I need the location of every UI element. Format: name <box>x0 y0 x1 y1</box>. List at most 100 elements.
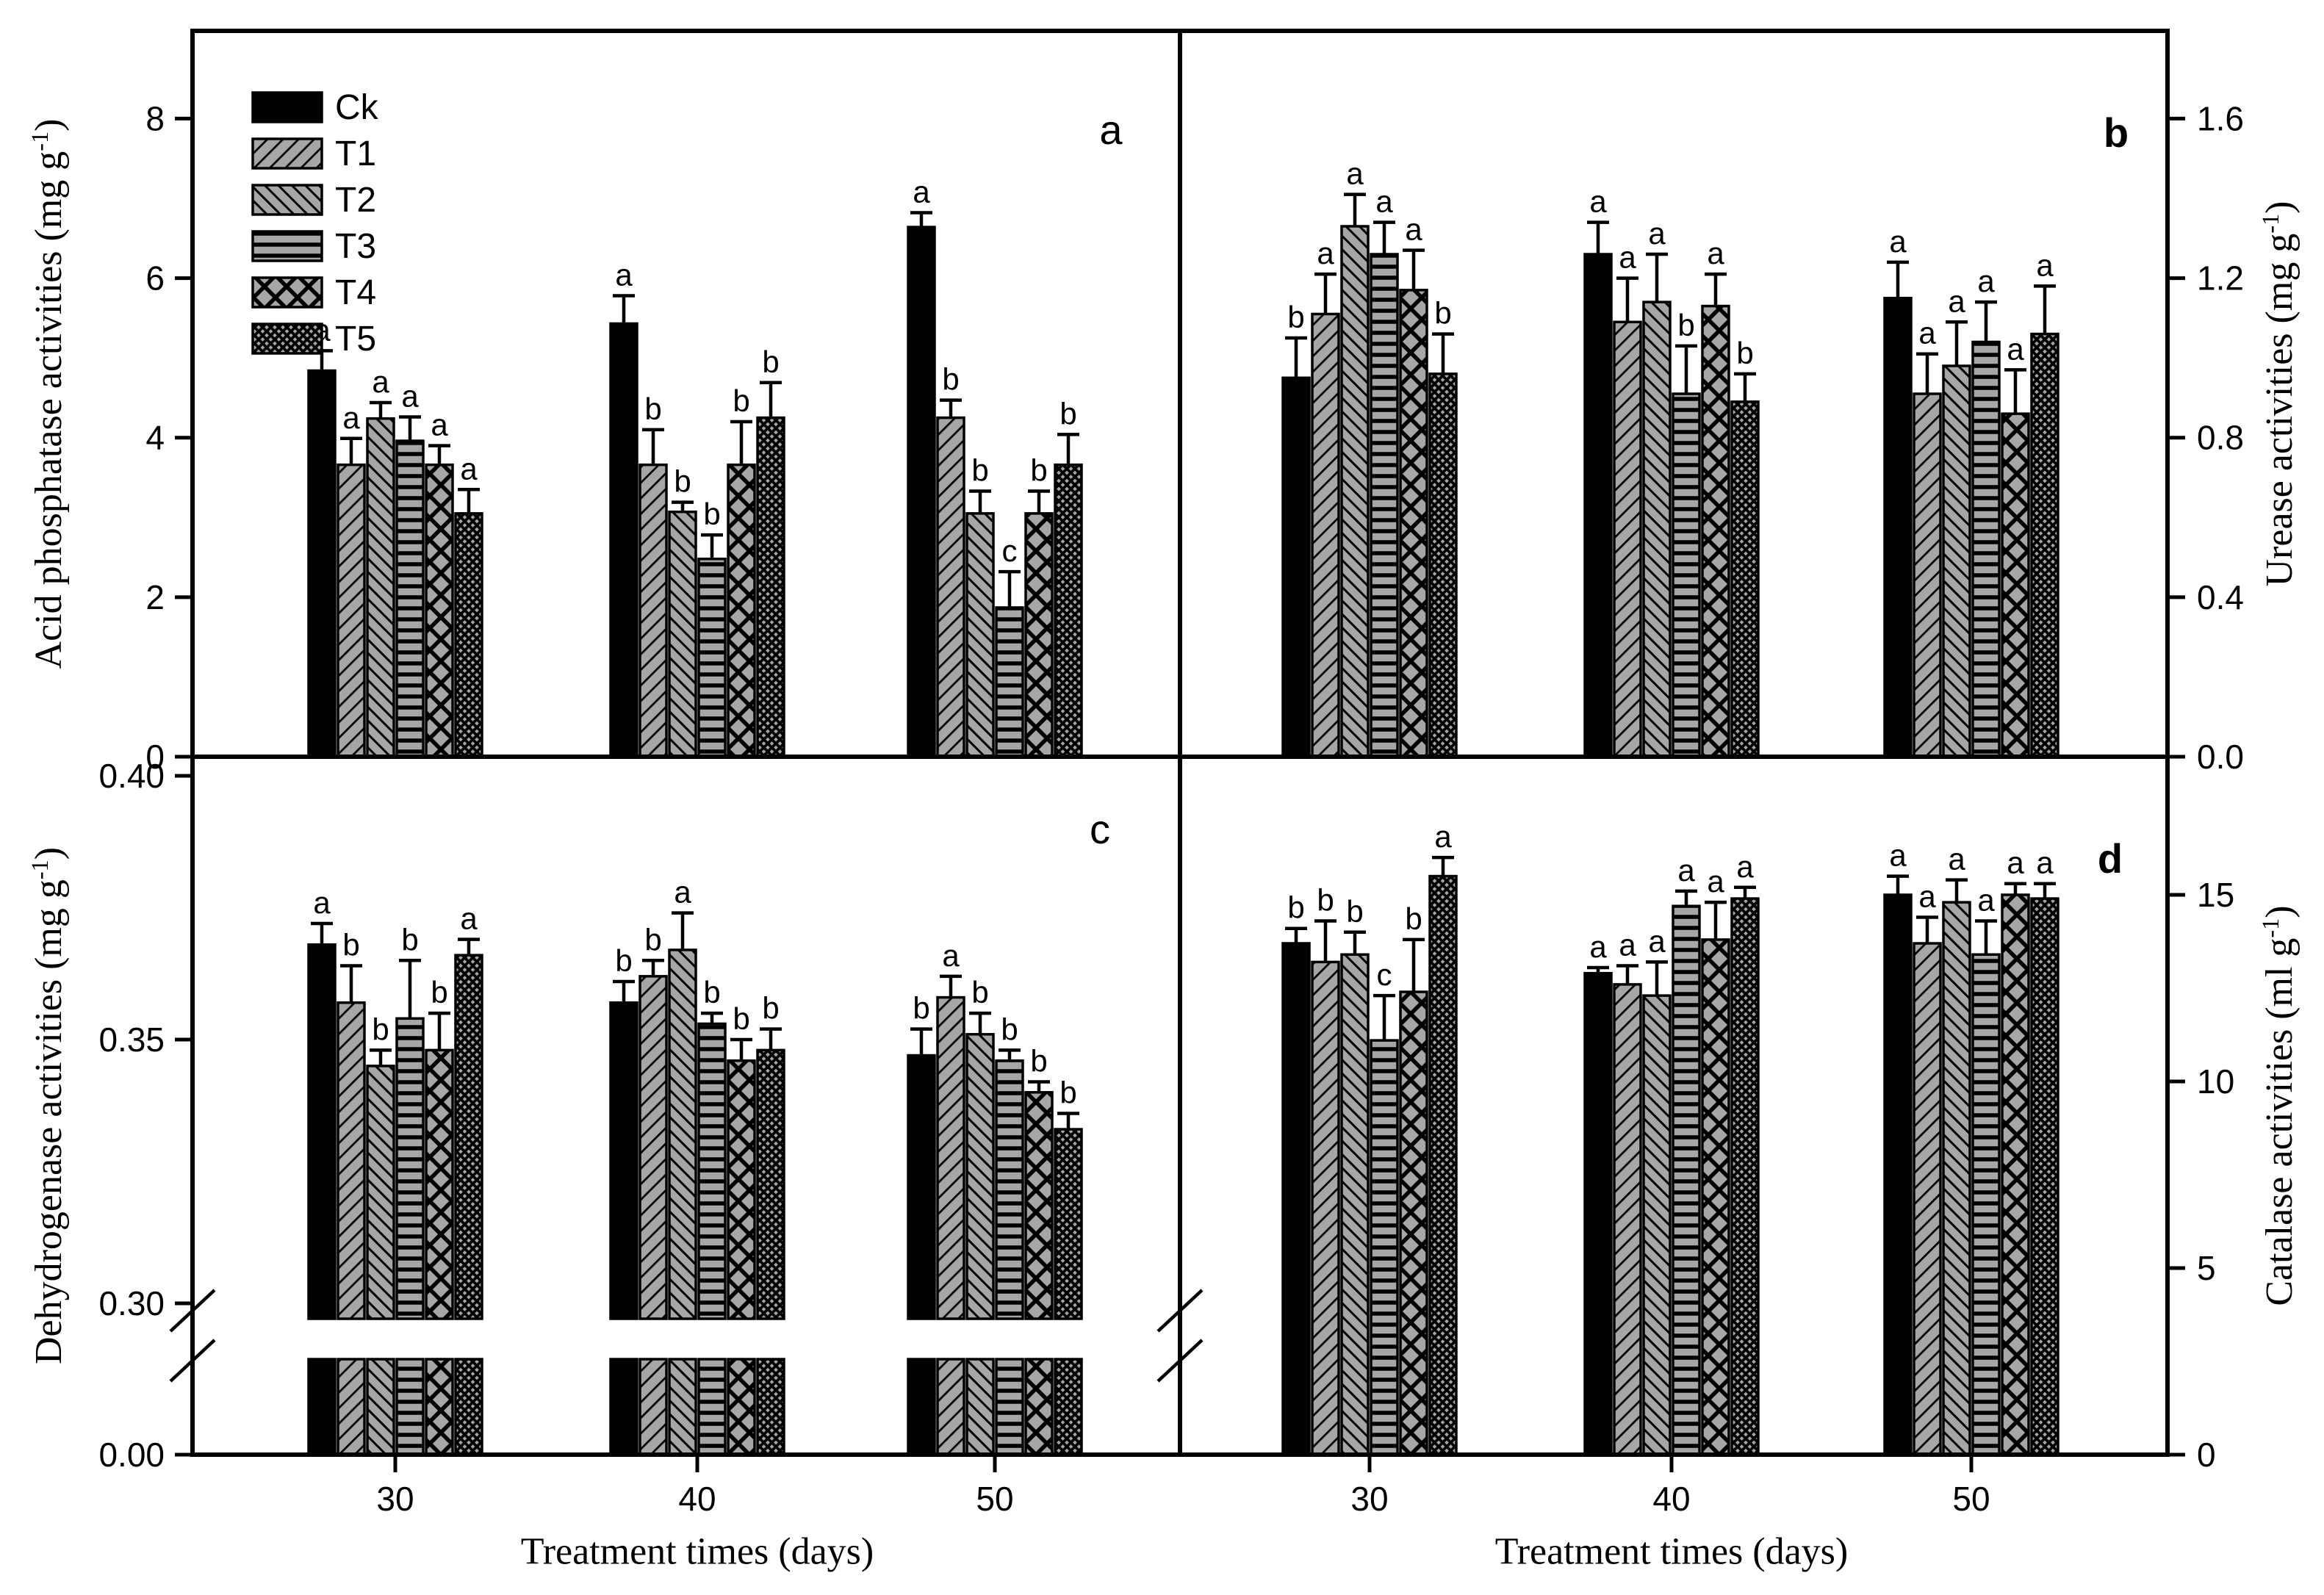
bar <box>1428 874 1458 1456</box>
bar-group-a-30-T3: a <box>395 378 425 758</box>
significance-letter: a <box>2036 248 2054 282</box>
significance-letter: a <box>1948 842 1965 876</box>
bar-group-b-40-T1: a <box>1613 240 1642 758</box>
bar <box>756 416 785 758</box>
significance-letter: b <box>703 497 720 531</box>
significance-letter: a <box>1707 236 1724 270</box>
panel-letter: b <box>2104 109 2129 156</box>
significance-letter: b <box>1677 308 1694 342</box>
bar-group-b-30-T5: b <box>1428 296 1458 758</box>
significance-letter: b <box>971 975 988 1009</box>
bar-group-b-40-T5: b <box>1730 336 1760 758</box>
bar-group-d-40-T3: a <box>1672 853 1701 1456</box>
axis-break-mark <box>169 1339 216 1383</box>
bar <box>337 463 366 758</box>
bar-group-c-30-T3: b <box>395 922 425 1456</box>
y-axis-title-text: Dehydrogenase activities (mg g <box>28 879 71 1365</box>
bar-group-a-30-T4: a <box>425 408 454 758</box>
y-axis-title-close: ) <box>2259 905 2301 918</box>
bar <box>1672 392 1701 758</box>
bar-group-a-30-Ck: a <box>307 312 337 758</box>
significance-letter: a <box>1619 240 1636 275</box>
bar-group-d-50-T1: a <box>1913 879 1942 1456</box>
significance-letter: a <box>401 378 419 413</box>
significance-letter: b <box>1346 894 1363 929</box>
bar-group-a-50-T4: b <box>1024 453 1054 758</box>
significance-letter: a <box>1648 216 1666 251</box>
y-tick-label: 1.2 <box>2197 259 2244 298</box>
bar-group-c-40-Ck: b <box>609 943 638 1456</box>
y-axis-title-close: ) <box>28 846 71 860</box>
bar-upper-segment <box>395 1017 425 1320</box>
bar-group-c-30-T2: b <box>366 1012 395 1456</box>
bar <box>907 226 936 758</box>
significance-letter: b <box>1030 453 1047 487</box>
bar-group-d-30-T3: c <box>1370 957 1399 1456</box>
y-tick-label: 5 <box>2197 1249 2216 1287</box>
significance-letter: a <box>2036 846 2054 880</box>
y-tick-label: 0.0 <box>2197 738 2244 776</box>
panel-letter: c <box>1090 806 1110 852</box>
legend-swatch-t3 <box>251 230 323 262</box>
bar <box>1024 512 1054 758</box>
y-tick-label: 10 <box>2197 1062 2234 1101</box>
bar <box>1971 340 2001 758</box>
bar <box>1913 392 1942 758</box>
bar <box>936 416 965 758</box>
bar-group-a-40-T5: b <box>756 345 785 758</box>
bar-upper-segment <box>1054 1128 1083 1320</box>
bar-group-a-50-T3: c <box>995 533 1024 758</box>
bar-group-a-40-T2: b <box>668 464 697 758</box>
bar <box>1399 990 1428 1456</box>
bar <box>1340 953 1370 1456</box>
legend-swatch-t1 <box>251 137 323 170</box>
y-tick-label: 4 <box>145 419 165 457</box>
bar-lower-stub <box>638 1358 668 1456</box>
significance-letter: a <box>1434 819 1452 854</box>
y-tick-label: 0.35 <box>98 1020 165 1059</box>
bar-group-b-30-T2: a <box>1340 156 1370 758</box>
significance-letter: b <box>615 943 632 978</box>
bar-group-a-40-Ck: a <box>609 257 638 758</box>
bar-group-b-50-Ck: a <box>1883 224 1913 758</box>
bar-group-d-50-T2: a <box>1942 842 1971 1456</box>
bar-upper-segment <box>756 1048 785 1320</box>
bar <box>1370 1039 1399 1456</box>
bar-group-b-50-T1: a <box>1913 316 1942 758</box>
y-axis-title-acid-phosphatase: Acid phosphatase activities (mg g-1) <box>26 119 71 669</box>
y-axis-title-close: ) <box>28 118 71 132</box>
axis-break-mark <box>169 1289 216 1333</box>
bar <box>395 439 425 758</box>
bar <box>697 557 727 758</box>
x-tick-label: 40 <box>1652 1480 1690 1518</box>
bar-group-c-50-T1: a <box>936 938 965 1456</box>
bar-upper-segment <box>668 948 697 1320</box>
bar-group-d-50-T5: a <box>2030 846 2059 1456</box>
legend-label: T4 <box>335 273 376 312</box>
bar <box>995 606 1024 758</box>
bar <box>1583 253 1613 758</box>
bar <box>638 463 668 758</box>
significance-letter: a <box>1375 184 1393 219</box>
bar-group-c-40-T4: b <box>727 1001 756 1456</box>
bar-group-d-50-Ck: a <box>1883 838 1913 1456</box>
significance-letter: b <box>913 991 929 1026</box>
significance-letter: b <box>762 345 779 379</box>
y-axis-title-text: Catalase activities (ml g <box>2259 937 2301 1306</box>
bar <box>1701 938 1730 1456</box>
bar-lower-stub <box>454 1358 483 1456</box>
significance-letter: a <box>431 408 448 442</box>
significance-letter: b <box>674 464 691 499</box>
significance-letter: a <box>1889 838 1907 873</box>
bar-group-c-30-Ck: a <box>307 885 337 1456</box>
bar-group-d-50-T4: a <box>2001 846 2030 1456</box>
significance-letter: a <box>313 885 331 920</box>
bar-group-c-30-T5: a <box>454 901 483 1456</box>
significance-letter: a <box>2007 846 2024 880</box>
bar <box>1730 897 1760 1456</box>
significance-letter: a <box>1619 927 1636 962</box>
bar <box>425 463 454 758</box>
significance-letter: b <box>1434 296 1451 331</box>
y-tick-label: 0 <box>2197 1436 2216 1474</box>
bar-lower-stub <box>697 1358 727 1456</box>
